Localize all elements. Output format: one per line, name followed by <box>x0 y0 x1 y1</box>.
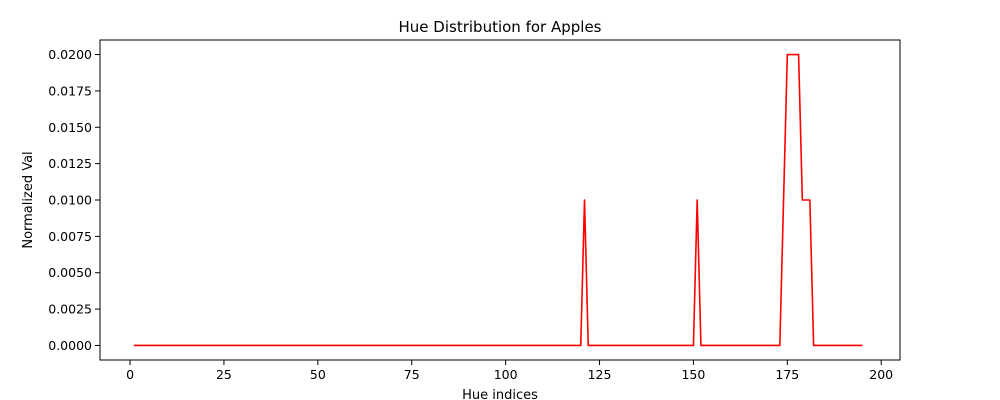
y-tick-label: 0.0150 <box>48 120 92 135</box>
y-tick-label: 0.0100 <box>48 193 92 208</box>
y-axis-label: Normalized Val <box>21 151 36 248</box>
y-tick-label: 0.0075 <box>48 229 92 244</box>
x-tick-label: 200 <box>869 367 893 382</box>
x-tick-label: 25 <box>216 367 232 382</box>
x-tick-label: 75 <box>404 367 420 382</box>
x-tick-label: 125 <box>588 367 612 382</box>
x-tick-label: 100 <box>494 367 518 382</box>
y-tick-label: 0.0025 <box>48 302 92 317</box>
y-tick-label: 0.0000 <box>48 338 92 353</box>
x-axis: 0 25 50 75 100 125 150 175 200 <box>126 360 893 382</box>
x-tick-label: 150 <box>681 367 705 382</box>
y-tick-label: 0.0125 <box>48 156 92 171</box>
y-tick-label: 0.0050 <box>48 265 92 280</box>
y-tick-label: 0.0200 <box>48 47 92 62</box>
x-tick-label: 0 <box>126 367 134 382</box>
y-axis: 0.0000 0.0025 0.0050 0.0075 0.0100 0.0125 0.01… <box>48 47 100 353</box>
series-layer <box>133 53 863 347</box>
x-tick-label: 175 <box>775 367 799 382</box>
x-tick-label: 50 <box>310 367 326 382</box>
y-tick-label: 0.0175 <box>48 83 92 98</box>
x-axis-label: Hue indices <box>462 388 538 400</box>
series-line-0 <box>133 53 863 347</box>
chart-title: Hue Distribution for Apples <box>399 18 602 36</box>
